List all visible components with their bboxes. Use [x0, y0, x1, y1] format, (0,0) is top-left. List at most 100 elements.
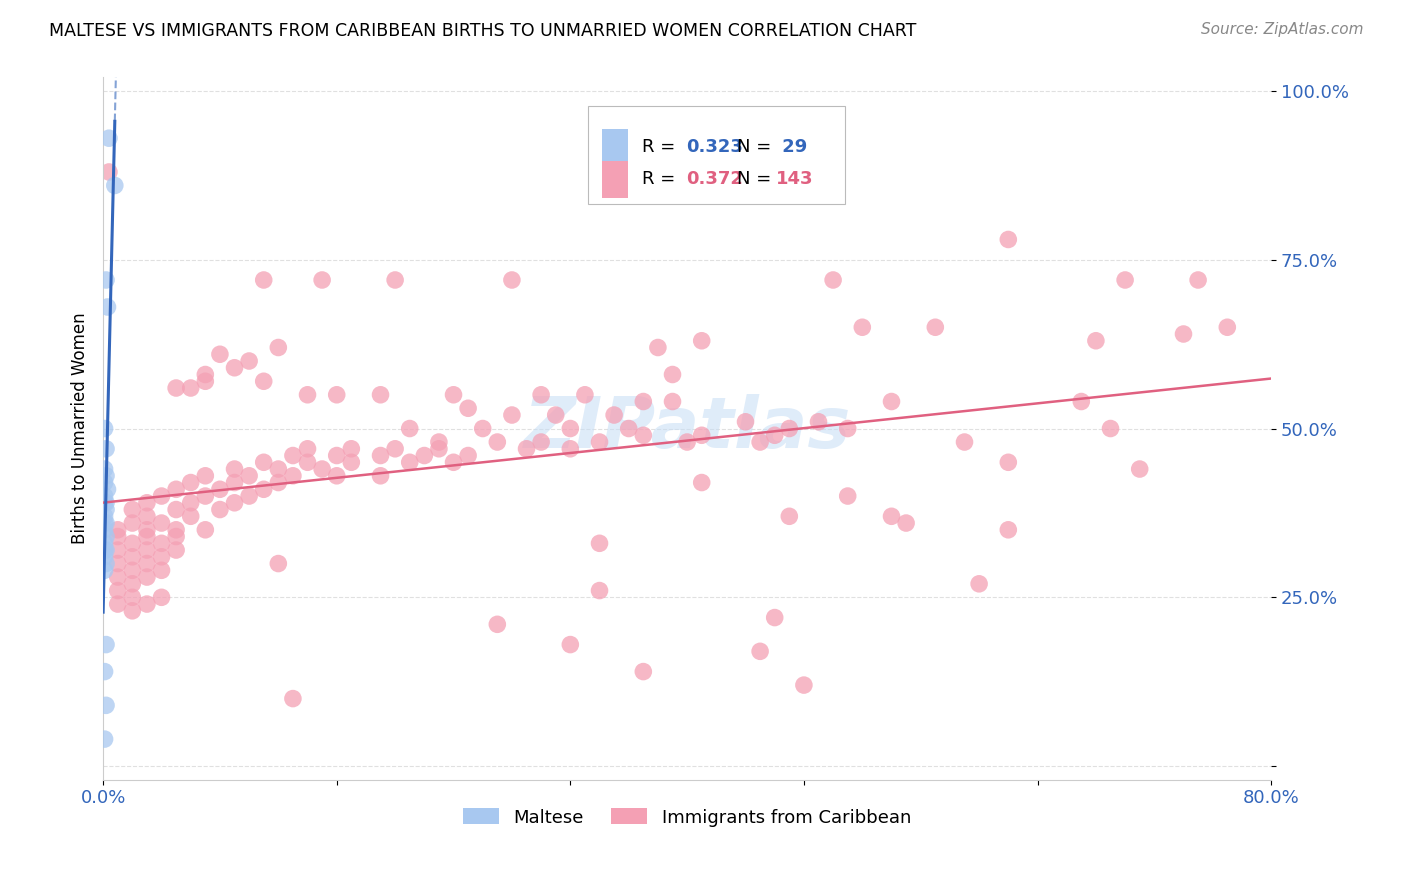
Point: [398, 455, 420, 469]
Point: [384, 273, 406, 287]
Text: 0.372: 0.372: [686, 170, 742, 188]
Point: [823, 273, 845, 287]
Point: [150, 489, 173, 503]
Point: [560, 638, 582, 652]
Point: [486, 617, 509, 632]
Point: [238, 489, 260, 503]
Point: [93, 509, 115, 524]
Point: [837, 489, 859, 503]
Point: [96, 300, 118, 314]
Point: [486, 435, 509, 450]
Text: R =: R =: [641, 170, 681, 188]
Point: [107, 543, 129, 558]
Point: [94, 557, 117, 571]
Point: [96, 483, 118, 497]
Point: [107, 570, 129, 584]
Text: 143: 143: [776, 170, 814, 188]
Point: [661, 368, 683, 382]
Point: [121, 563, 143, 577]
Point: [180, 496, 202, 510]
Point: [633, 394, 655, 409]
Point: [501, 273, 523, 287]
Point: [94, 638, 117, 652]
Point: [253, 455, 276, 469]
Point: [851, 320, 873, 334]
Point: [588, 536, 610, 550]
Point: [880, 509, 903, 524]
Point: [588, 583, 610, 598]
Point: [588, 435, 610, 450]
Point: [267, 462, 290, 476]
Point: [633, 665, 655, 679]
Point: [93, 462, 115, 476]
Y-axis label: Births to Unmarried Women: Births to Unmarried Women: [72, 313, 89, 544]
Point: [325, 468, 347, 483]
Point: [208, 483, 231, 497]
Point: [501, 408, 523, 422]
Point: [238, 468, 260, 483]
Point: [1099, 421, 1122, 435]
Point: [997, 455, 1019, 469]
Point: [180, 381, 202, 395]
Bar: [602, 128, 627, 165]
Point: [763, 428, 786, 442]
Point: [94, 530, 117, 544]
Point: [749, 644, 772, 658]
Point: [1187, 273, 1209, 287]
Text: 29: 29: [776, 138, 807, 156]
Point: [136, 523, 159, 537]
Point: [121, 604, 143, 618]
Point: [997, 232, 1019, 246]
Point: [661, 394, 683, 409]
Point: [136, 557, 159, 571]
Point: [763, 610, 786, 624]
Point: [93, 665, 115, 679]
Point: [165, 483, 187, 497]
Point: [384, 442, 406, 456]
Point: [98, 131, 121, 145]
Point: [224, 462, 246, 476]
Point: [107, 583, 129, 598]
Point: [560, 421, 582, 435]
Point: [165, 530, 187, 544]
Point: [253, 273, 276, 287]
Point: [150, 516, 173, 530]
Point: [647, 341, 669, 355]
Point: [93, 732, 115, 747]
Point: [194, 368, 217, 382]
Point: [93, 563, 115, 577]
Point: [515, 442, 537, 456]
Point: [94, 543, 117, 558]
Point: [1084, 334, 1107, 348]
Point: [194, 489, 217, 503]
Point: [281, 468, 304, 483]
Point: [633, 428, 655, 442]
Point: [967, 577, 990, 591]
Point: [690, 428, 713, 442]
Point: [690, 475, 713, 490]
Point: [778, 509, 800, 524]
Text: Source: ZipAtlas.com: Source: ZipAtlas.com: [1201, 22, 1364, 37]
Text: 0.323: 0.323: [686, 138, 742, 156]
Point: [93, 549, 115, 564]
Point: [107, 530, 129, 544]
Point: [136, 496, 159, 510]
Point: [471, 421, 494, 435]
Point: [997, 523, 1019, 537]
Point: [93, 496, 115, 510]
Point: [297, 455, 319, 469]
Point: [253, 483, 276, 497]
Point: [457, 401, 479, 416]
Point: [325, 388, 347, 402]
Point: [267, 475, 290, 490]
Point: [93, 421, 115, 435]
Point: [676, 435, 699, 450]
Point: [150, 536, 173, 550]
Point: [224, 360, 246, 375]
Point: [180, 475, 202, 490]
Point: [253, 374, 276, 388]
Point: [136, 570, 159, 584]
Point: [136, 509, 159, 524]
Point: [136, 543, 159, 558]
Point: [121, 502, 143, 516]
